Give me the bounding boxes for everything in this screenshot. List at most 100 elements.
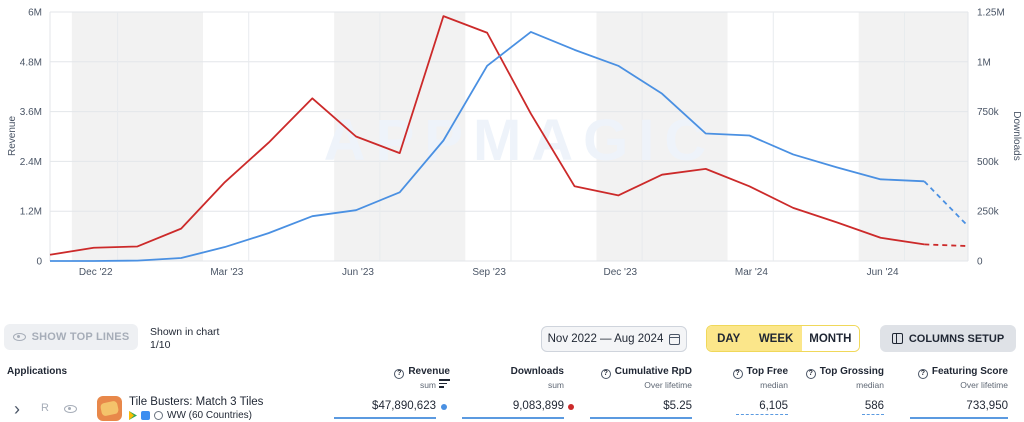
top-free-value: 6,105 [759, 400, 788, 412]
period-week-button[interactable]: WEEK [750, 326, 802, 351]
x-tick-label: Jun '24 [867, 267, 899, 278]
column-header-top-grossing[interactable]: ? Top Grossing [796, 366, 884, 379]
period-toggle: DAY WEEK MONTH [706, 325, 860, 352]
y-axis-title-right: Downloads [1011, 111, 1022, 160]
help-icon[interactable]: ? [805, 369, 816, 379]
quarter-band [71, 12, 203, 261]
y-tick-label-left: 4.8M [20, 57, 42, 68]
calendar-icon [669, 333, 681, 345]
series-projection-downloads [923, 180, 969, 227]
column-header-cumulative-rpd[interactable]: ? Cumulative RpD [600, 366, 692, 379]
featuring-score-header-label: Featuring Score [931, 366, 1008, 377]
y-tick-label-right: 1M [977, 57, 991, 68]
shown-in-chart-count: 1/10 [150, 339, 171, 351]
x-axis: Dec '22 Mar '23 Jun '23 Sep '23 Dec '23 Mar '… [79, 267, 899, 278]
cumulative-rpd-header-sub: Over lifetime [644, 380, 692, 390]
y-tick-label-right: 0 [977, 257, 983, 268]
y-tick-label-right: 250k [977, 207, 1000, 218]
show-top-lines-label: SHOW TOP LINES [31, 331, 130, 343]
revenue-series-dot [568, 404, 574, 410]
series-line-revenue [49, 15, 925, 256]
x-tick-label: Mar '23 [210, 267, 243, 278]
show-top-lines-button[interactable]: SHOW TOP LINES [4, 324, 138, 350]
y-tick-label-left: 2.4M [20, 157, 42, 168]
quarter-band [858, 12, 968, 261]
grid-lines [49, 11, 969, 262]
top-grossing-header-sub: median [856, 380, 884, 390]
x-tick-label: Dec '23 [603, 267, 637, 278]
y-tick-label-right: 750k [977, 107, 1000, 118]
period-day-button[interactable]: DAY [707, 326, 751, 351]
top-grossing-underline [862, 414, 884, 415]
shown-in-chart: Shown in chart 1/10 [150, 326, 219, 352]
downloads-header-sub: sum [547, 380, 564, 390]
watermark: APPMAGIC [324, 108, 717, 173]
top-grossing-header-label: Top Grossing [819, 366, 884, 377]
help-icon[interactable]: ? [917, 369, 928, 379]
x-tick-label: Dec '22 [79, 267, 113, 278]
columns-setup-label: COLUMNS SETUP [908, 332, 1005, 345]
quarter-band [596, 12, 728, 261]
downloads-underline [462, 417, 564, 419]
y-axis-title-left: Revenue [7, 116, 18, 156]
column-header-featuring-score[interactable]: ? Featuring Score [910, 366, 1008, 379]
series-line-downloads [50, 31, 925, 262]
featuring-score-underline [910, 417, 1008, 419]
app-store-icon [141, 411, 150, 420]
globe-icon [154, 411, 163, 420]
chevron-right-icon[interactable]: › [14, 399, 20, 419]
featuring-score-value: 733,950 [966, 400, 1008, 412]
column-header-applications: Applications [7, 366, 68, 377]
eye-icon [12, 333, 26, 341]
sort-desc-icon[interactable] [439, 379, 450, 390]
app-icon[interactable] [97, 396, 122, 421]
cumulative-rpd-underline [590, 417, 692, 419]
rank-marker[interactable]: R [41, 402, 49, 414]
revenue-header-label: Revenue [408, 366, 450, 377]
downloads-series-dot [441, 404, 447, 410]
columns-setup-button[interactable]: COLUMNS SETUP [880, 325, 1016, 352]
top-free-header-label: Top Free [746, 366, 788, 377]
y-axis-right: 0 250k 500k 750k 1M 1.25M [977, 8, 1005, 268]
x-tick-label: Sep '23 [472, 267, 506, 278]
series-lines [49, 15, 969, 262]
revenue-value: $47,890,623 [372, 400, 436, 412]
y-tick-label-left: 1.2M [20, 207, 42, 218]
help-icon[interactable]: ? [394, 369, 405, 379]
google-play-icon [129, 411, 137, 420]
featuring-score-header-sub: Over lifetime [960, 380, 1008, 390]
top-grossing-value: 586 [864, 400, 884, 412]
help-icon[interactable]: ? [600, 369, 611, 379]
eye-icon[interactable] [64, 405, 77, 413]
app-name[interactable]: Tile Busters: Match 3 Tiles [129, 396, 264, 408]
y-tick-label-left: 3.6M [20, 107, 42, 118]
column-header-revenue[interactable]: ? Revenue [382, 366, 450, 393]
revenue-header-sub: sum [419, 380, 436, 390]
date-range-picker[interactable]: Nov 2022 — Aug 2024 [541, 326, 687, 352]
series-projection-revenue [924, 243, 969, 247]
y-tick-label-left: 6M [28, 8, 42, 19]
x-tick-label: Mar '24 [735, 267, 768, 278]
columns-icon [891, 333, 903, 344]
region-label: WW (60 Countries) [167, 410, 253, 421]
cumulative-rpd-header-label: Cumulative RpD [614, 366, 692, 377]
revenue-underline [334, 417, 436, 419]
y-tick-label-right: 1.25M [977, 8, 1005, 19]
x-tick-label: Jun '23 [342, 267, 374, 278]
downloads-value: 9,083,899 [512, 400, 564, 412]
quarter-bands [71, 12, 968, 261]
revenue-downloads-chart: APPMAGIC 0 1.2M 2.4M 3.6M 4.8M 6M 0 250k 500k 75… [7, 8, 1022, 279]
top-free-underline [736, 414, 788, 415]
cumulative-rpd-value: $5.25 [663, 400, 692, 412]
period-month-button[interactable]: MONTH [801, 326, 859, 351]
y-tick-label-left: 0 [36, 257, 42, 268]
help-icon[interactable]: ? [732, 369, 743, 379]
shown-in-chart-label: Shown in chart [150, 326, 220, 338]
platforms: WW (60 Countries) [129, 410, 252, 421]
date-range-text: Nov 2022 — Aug 2024 [547, 333, 664, 345]
top-free-header-sub: median [760, 380, 788, 390]
column-header-downloads[interactable]: Downloads [510, 366, 564, 377]
column-header-top-free[interactable]: ? Top Free [724, 366, 788, 379]
y-tick-label-right: 500k [977, 157, 1000, 168]
y-axis-left: 0 1.2M 2.4M 3.6M 4.8M 6M [20, 8, 43, 268]
